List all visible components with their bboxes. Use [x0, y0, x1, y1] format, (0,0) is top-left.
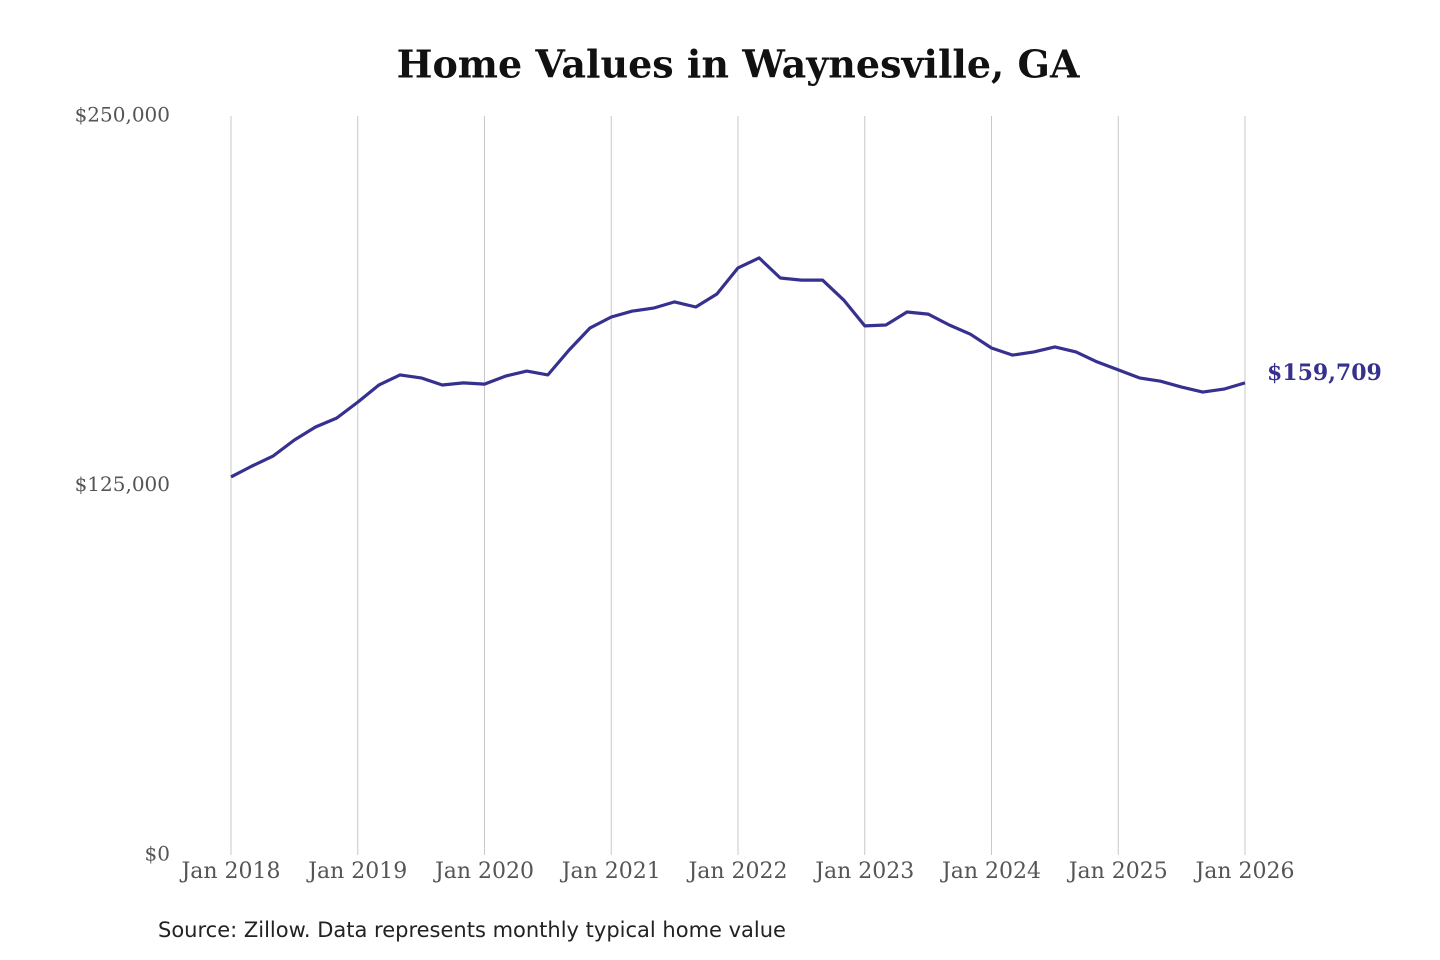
x-tick-label: Jan 2023: [813, 859, 914, 884]
x-tick-label: Jan 2026: [1193, 859, 1294, 884]
x-tick-label: Jan 2022: [686, 859, 787, 884]
y-tick-label: $250,000: [75, 103, 170, 127]
source-note: Source: Zillow. Data represents monthly …: [158, 918, 786, 942]
line: [230, 256, 1246, 479]
value-label: $159,709: [1267, 360, 1382, 386]
y-tick-label: $125,000: [75, 472, 170, 496]
y-tick-label: $0: [145, 842, 170, 866]
x-tick-label: Jan 2024: [940, 859, 1041, 884]
chart-title: Home Values in Waynesville, GA: [397, 42, 1080, 87]
x-tick-label: Jan 2018: [179, 859, 280, 884]
x-tick-label: Jan 2021: [560, 859, 661, 884]
x-tick-label: Jan 2025: [1067, 859, 1168, 884]
x-tick-label: Jan 2020: [433, 859, 534, 884]
x-tick-label: Jan 2019: [306, 859, 407, 884]
